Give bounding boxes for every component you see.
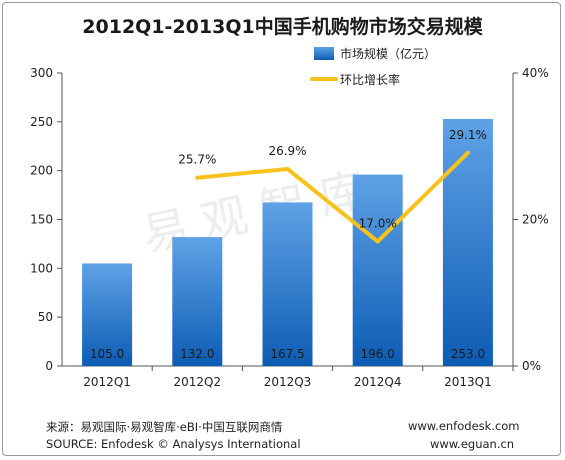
url-eguan: www.eguan.cn xyxy=(430,437,515,451)
x-tick-label: 2012Q2 xyxy=(173,375,221,389)
left-tick-label: 300 xyxy=(30,66,53,80)
left-tick-label: 250 xyxy=(30,115,53,129)
chart-frame xyxy=(2,2,561,456)
growth-rate-label: 17.0% xyxy=(359,216,397,230)
growth-rate-line xyxy=(195,150,470,244)
legend-swatch-bar xyxy=(314,47,334,60)
bar-value-label: 105.0 xyxy=(90,347,124,361)
bar-value-label: 132.0 xyxy=(180,347,214,361)
bar xyxy=(352,174,403,366)
bar-value-label: 253.0 xyxy=(451,347,485,361)
right-tick-label: 40% xyxy=(522,66,549,80)
bar-value-label: 167.5 xyxy=(270,347,304,361)
right-tick-label: 0% xyxy=(522,359,541,373)
left-tick-label: 50 xyxy=(38,310,53,324)
source-en: SOURCE: Enfodesk © Analysys Internationa… xyxy=(46,437,301,451)
url-enfodesk: www.enfodesk.com xyxy=(408,419,520,433)
x-tick-label: 2012Q4 xyxy=(354,375,402,389)
x-tick-label: 2012Q3 xyxy=(264,375,312,389)
legend-label-line: 环比增长率 xyxy=(340,72,400,87)
left-tick-label: 150 xyxy=(30,213,53,227)
growth-rate-point xyxy=(285,166,290,171)
chart-title: 2012Q1-2013Q1中国手机购物市场交易规模 xyxy=(82,16,483,38)
legend-label-bar: 市场规模（亿元） xyxy=(340,46,436,61)
right-tick-label: 20% xyxy=(522,213,549,227)
left-tick-label: 0 xyxy=(45,359,53,373)
left-tick-label: 100 xyxy=(30,261,53,275)
x-tick-label: 2013Q1 xyxy=(444,375,492,389)
growth-rate-point xyxy=(465,150,470,155)
bar-value-label: 196.0 xyxy=(361,347,395,361)
left-tick-label: 200 xyxy=(30,164,53,178)
bar xyxy=(172,237,223,366)
bar xyxy=(82,263,133,366)
x-tick-label: 2012Q1 xyxy=(83,375,131,389)
bar xyxy=(442,118,493,366)
bar xyxy=(262,202,313,366)
growth-rate-label: 26.9% xyxy=(268,144,306,158)
growth-rate-point xyxy=(375,239,380,244)
growth-rate-point xyxy=(195,175,200,180)
growth-rate-label: 25.7% xyxy=(178,153,216,167)
growth-rate-label: 29.1% xyxy=(449,128,487,142)
source-cn: 来源：易观国际·易观智库·eBI·中国互联网商情 xyxy=(46,420,283,434)
